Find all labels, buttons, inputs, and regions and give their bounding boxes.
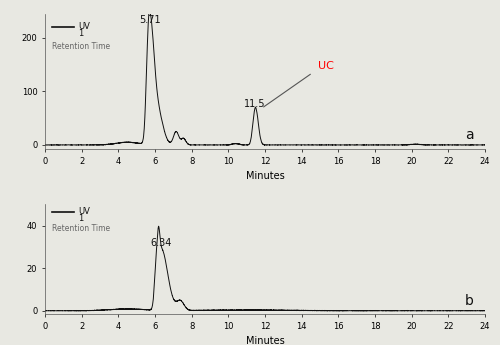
Text: 5.71: 5.71 [139,15,160,25]
Text: 1: 1 [78,29,83,38]
Text: UC: UC [318,61,334,71]
Text: a: a [466,128,474,142]
Text: b: b [465,295,474,308]
X-axis label: Minutes: Minutes [246,171,284,181]
Text: Retention Time: Retention Time [52,42,110,51]
Text: 1: 1 [78,214,83,223]
Text: Retention Time: Retention Time [52,224,110,233]
Text: UV: UV [78,207,90,216]
X-axis label: Minutes: Minutes [246,336,284,345]
Text: UV: UV [78,22,90,31]
Text: 6.34: 6.34 [150,238,172,248]
Text: 11.5: 11.5 [244,99,266,109]
